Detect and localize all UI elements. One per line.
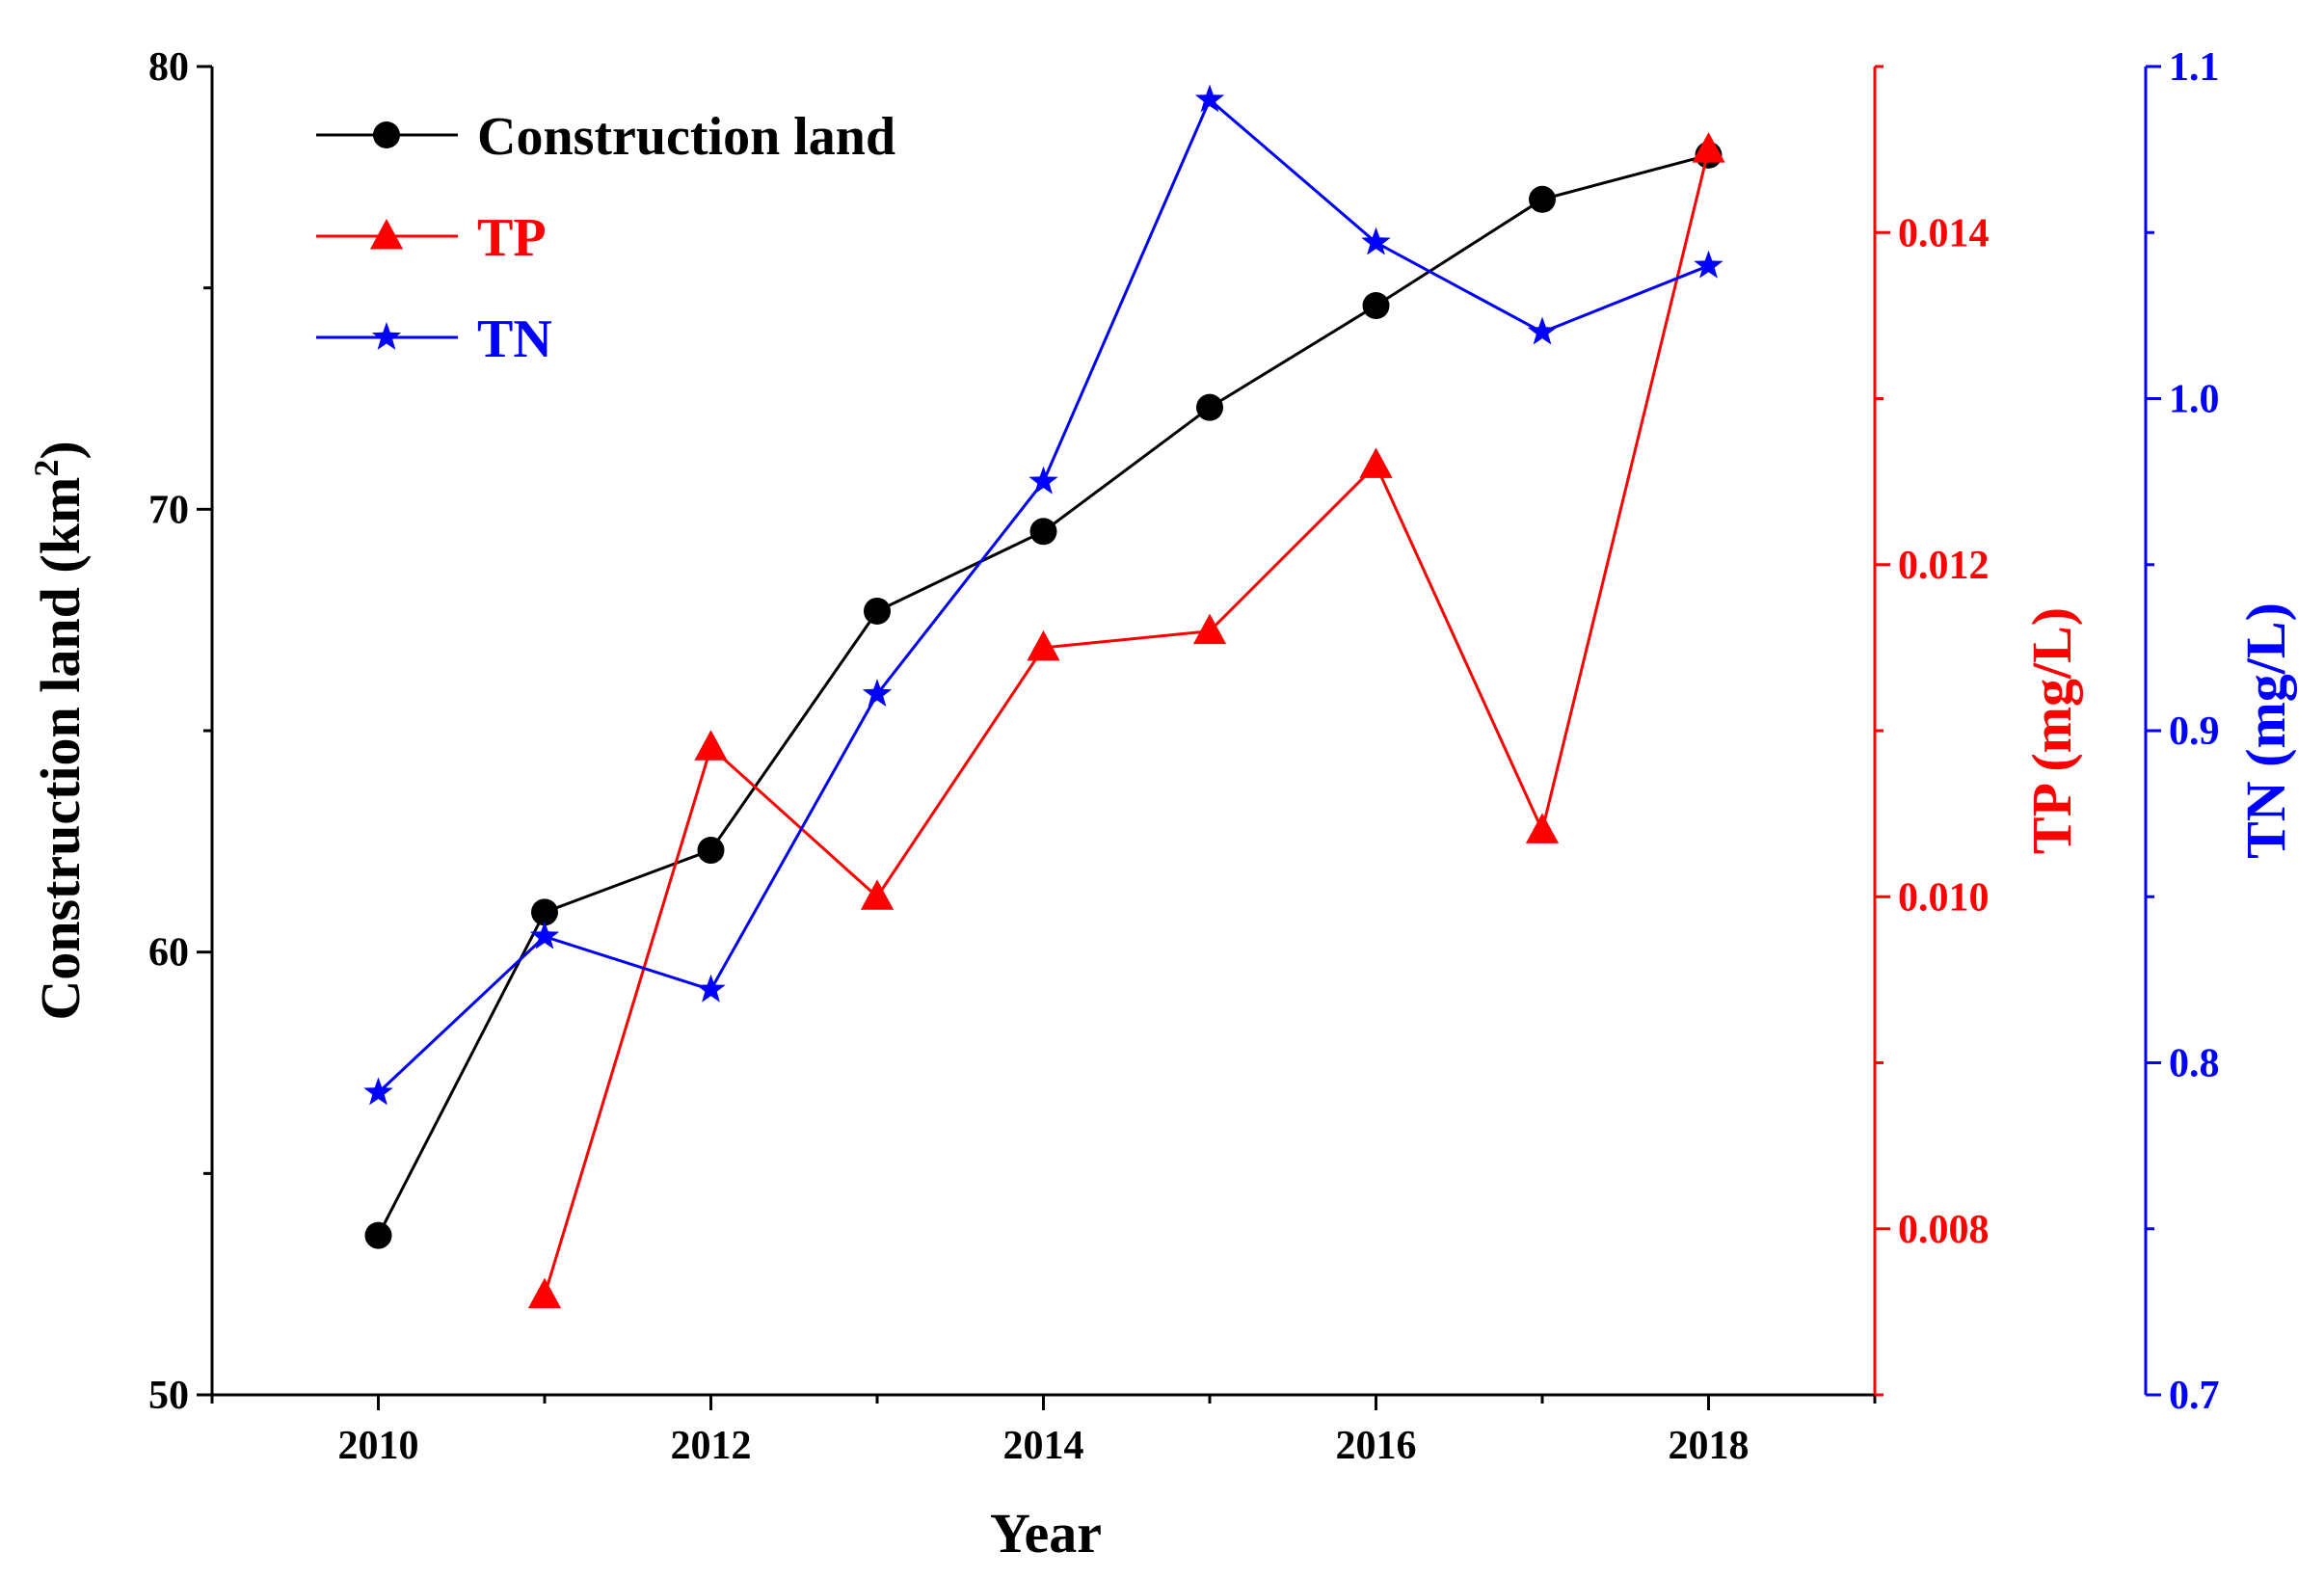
series-group — [363, 84, 1725, 1309]
tn-tick-label: 0.9 — [2169, 709, 2220, 754]
tn-axis-title: TN (mg/L) — [2234, 602, 2297, 859]
legend-marker — [373, 121, 400, 148]
data-point — [363, 1077, 393, 1106]
x-tick-label: 2018 — [1669, 1424, 1750, 1468]
x-tick-label: 2014 — [1003, 1424, 1084, 1468]
data-point — [1196, 393, 1223, 421]
data-point — [862, 679, 893, 707]
legend-label: TP — [477, 208, 547, 268]
data-point — [529, 921, 560, 949]
series-construction-land — [364, 141, 1723, 1249]
tn-tick-label: 1.1 — [2169, 45, 2220, 90]
axes-group: 50 60 70 80 Construction land (km2) 2010 2012 2… — [27, 45, 2297, 1565]
data-point — [1527, 316, 1558, 345]
left-y-axis-title-text: Construction land (km — [29, 477, 92, 1021]
legend: Construction land TP TN — [316, 107, 895, 369]
x-tick-label: 2010 — [338, 1424, 419, 1468]
data-point — [1029, 518, 1057, 546]
series-line — [377, 153, 1709, 1237]
left-y-tick-label: 50 — [148, 1374, 189, 1418]
data-point — [696, 974, 726, 1003]
x-tick-label: 2012 — [671, 1424, 752, 1468]
series-tn — [363, 84, 1723, 1106]
data-point — [1194, 84, 1225, 113]
data-point — [1362, 292, 1390, 320]
data-point — [531, 898, 558, 926]
tn-tick-label: 1.0 — [2169, 378, 2220, 422]
data-point — [694, 730, 728, 761]
tp-tick-label: 0.008 — [1898, 1208, 1990, 1252]
tn-tick-label: 0.8 — [2169, 1042, 2220, 1086]
legend-label: TN — [477, 309, 552, 369]
series-tp — [527, 132, 1725, 1309]
tn-tick-label: 0.7 — [2169, 1374, 2220, 1418]
data-point — [1359, 447, 1393, 478]
tp-axis-title: TP (mg/L) — [2020, 607, 2083, 854]
legend-marker — [371, 322, 402, 350]
legend-entry: TN — [316, 309, 552, 369]
series-line — [377, 97, 1710, 1094]
left-y-axis-title: Construction land (km2) — [27, 441, 92, 1020]
data-point — [860, 879, 895, 910]
data-point — [1692, 132, 1725, 163]
data-point — [1027, 629, 1060, 661]
left-y-axis-title-suffix: ) — [29, 441, 92, 459]
data-point — [364, 1221, 392, 1249]
x-tick-label: 2016 — [1336, 1424, 1417, 1468]
legend-marker — [369, 219, 404, 250]
tp-tick-label: 0.014 — [1898, 211, 1990, 255]
left-y-tick-label: 60 — [148, 931, 189, 976]
left-y-axis-title-superscript: 2 — [27, 460, 66, 477]
data-point — [1525, 813, 1560, 843]
legend-entry: Construction land — [316, 107, 895, 167]
data-point — [1529, 185, 1556, 213]
legend-label: Construction land — [477, 107, 895, 167]
data-point — [864, 597, 891, 625]
data-point — [1361, 227, 1391, 255]
data-point — [1028, 466, 1058, 495]
data-point — [697, 837, 725, 865]
data-point — [1192, 613, 1227, 645]
data-point — [1694, 250, 1723, 279]
x-axis-title: Year — [990, 1502, 1102, 1565]
data-point — [527, 1277, 562, 1309]
legend-entry: TP — [316, 208, 547, 268]
left-y-tick-label: 80 — [148, 45, 189, 90]
tp-tick-label: 0.010 — [1898, 875, 1990, 920]
left-y-tick-label: 70 — [148, 488, 189, 532]
tp-tick-label: 0.012 — [1898, 544, 1990, 588]
series-line — [543, 148, 1710, 1297]
